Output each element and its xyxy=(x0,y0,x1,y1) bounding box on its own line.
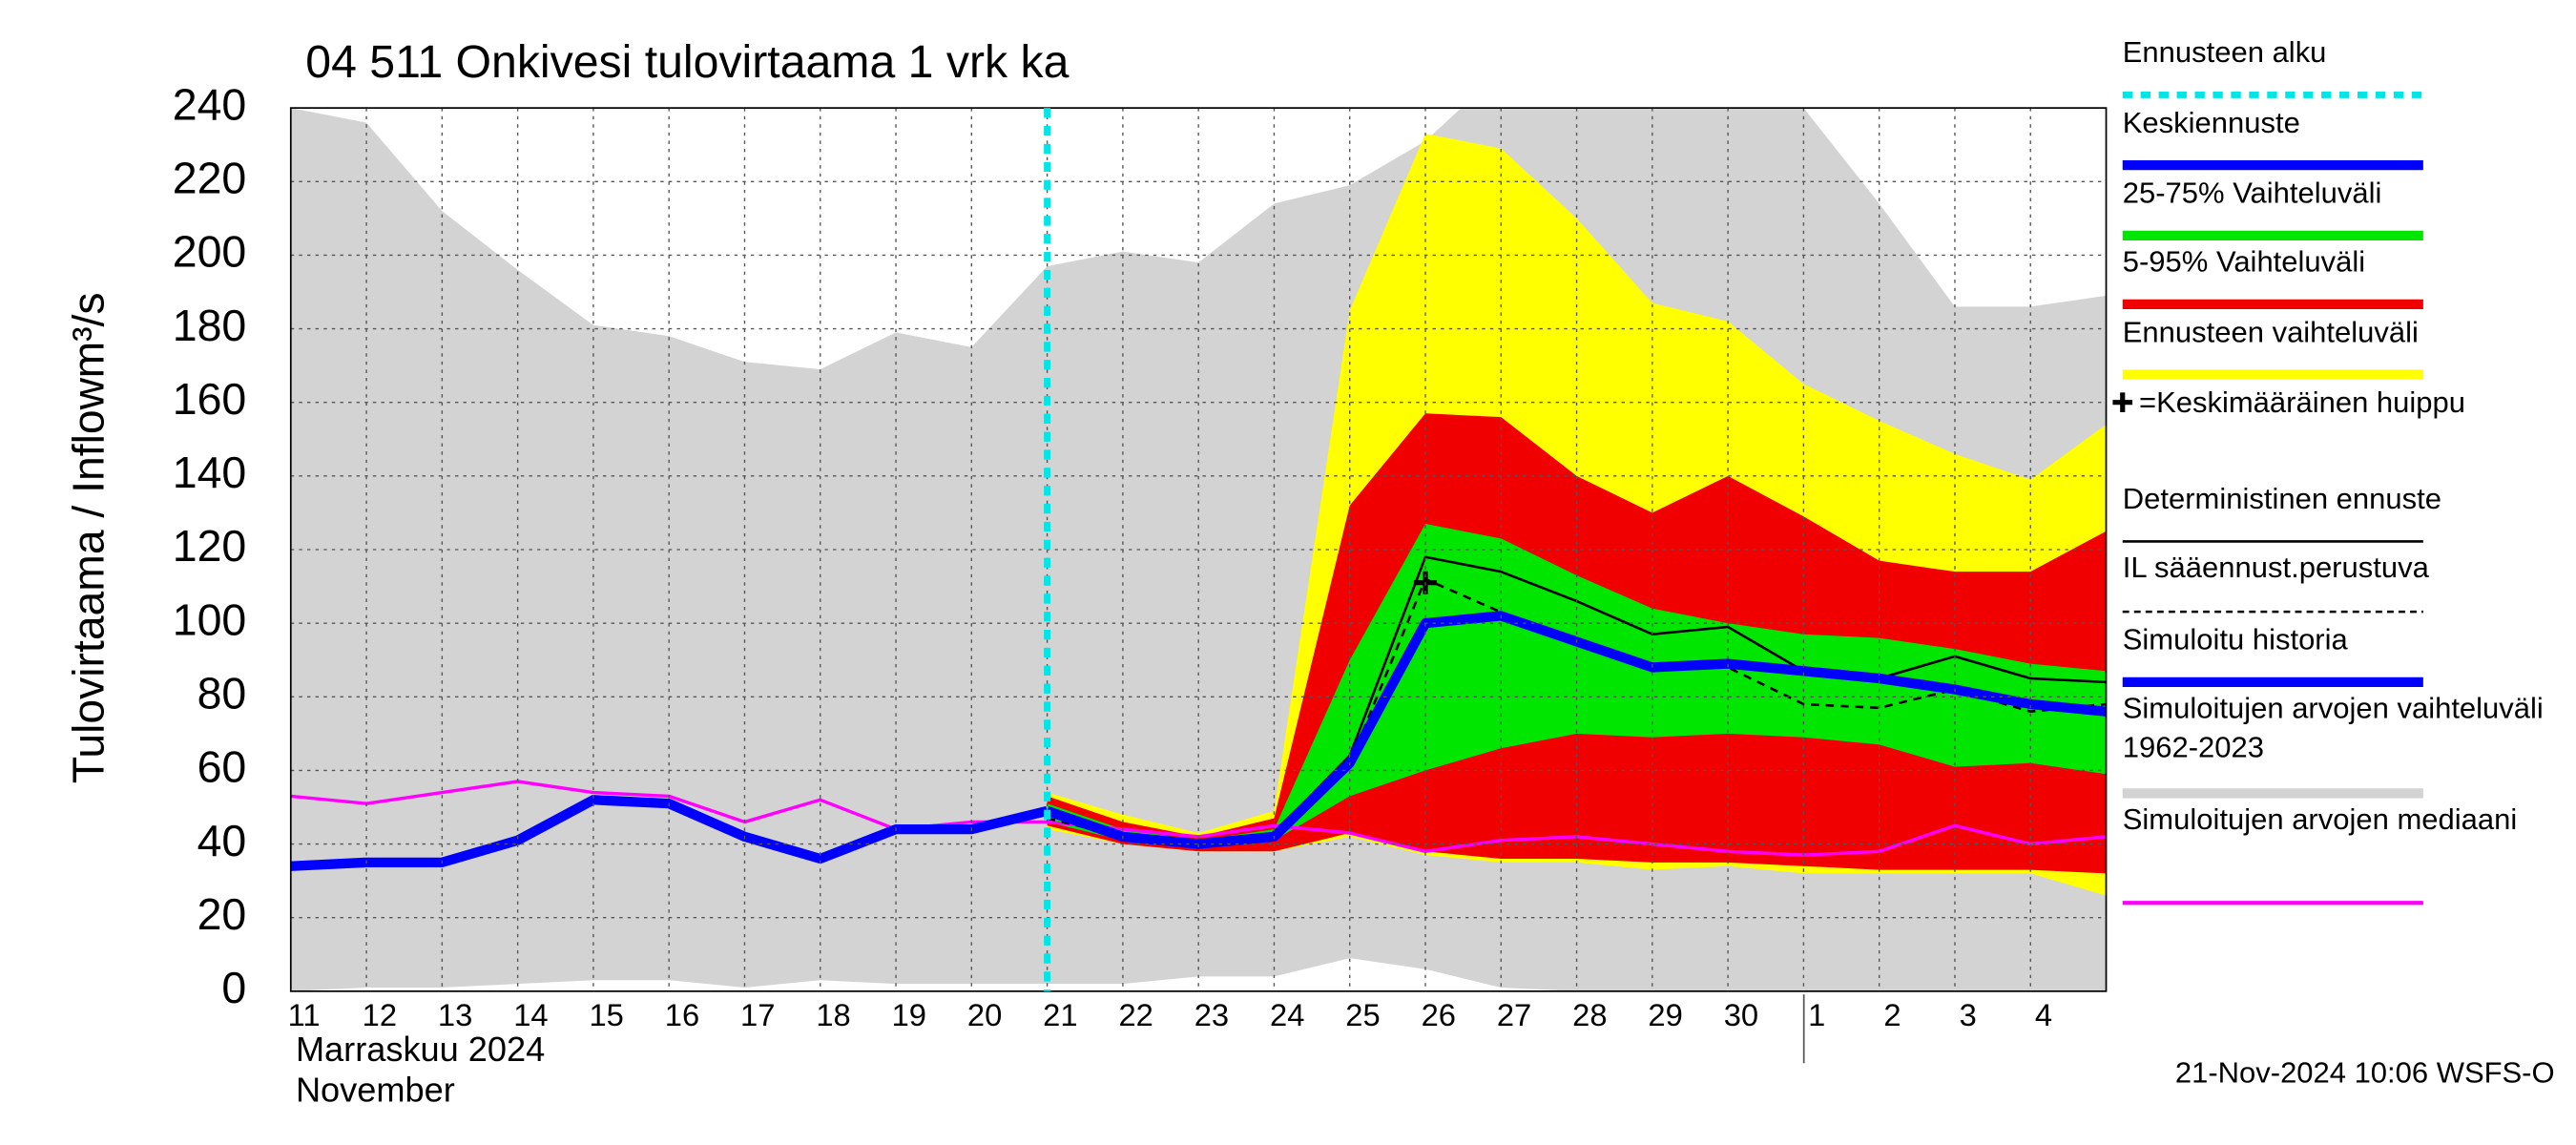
chart-title: 04 511 Onkivesi tulovirtaama 1 vrk ka xyxy=(305,36,1069,88)
y-tick-label: 80 xyxy=(197,669,247,718)
legend-entry: Deterministinen ennuste xyxy=(2122,482,2441,515)
legend-entry: =Keskimääräinen huippu xyxy=(2138,385,2466,419)
x-tick-label: 30 xyxy=(1724,997,1758,1032)
legend-entry: Keskiennuste xyxy=(2122,106,2300,139)
timestamp: 21-Nov-2024 10:06 WSFS-O xyxy=(2175,1056,2555,1090)
x-tick-label: 21 xyxy=(1043,997,1077,1032)
y-tick-label: 40 xyxy=(197,816,247,865)
legend-label: Keskiennuste xyxy=(2122,106,2300,139)
y-tick-label: 20 xyxy=(197,889,247,939)
legend-label: Ennusteen vaihteluväli xyxy=(2122,315,2419,349)
x-tick-label: 15 xyxy=(589,997,623,1032)
legend: Ennusteen alku Keskiennuste 25-75% Vaihtel… xyxy=(2112,35,2544,906)
x-tick-label: 18 xyxy=(816,997,850,1032)
x-tick-label: 11 xyxy=(288,997,321,1032)
x-tick-label: 13 xyxy=(438,997,472,1032)
x-tick-label: 14 xyxy=(513,997,548,1032)
y-tick-label: 220 xyxy=(173,154,247,203)
x-tick-label: 22 xyxy=(1118,997,1153,1032)
plot-frame xyxy=(289,107,2108,992)
x-axis-label-en: November xyxy=(296,1071,455,1110)
x-tick-label: 28 xyxy=(1572,997,1607,1032)
legend-label: Simuloitujen arvojen vaihteluväli 1962-2… xyxy=(2122,692,2544,764)
legend-label: IL sääennust.perustuva xyxy=(2122,551,2429,584)
x-tick-label: 12 xyxy=(363,997,397,1032)
y-axis-unit: m³/s xyxy=(64,292,114,378)
range-band xyxy=(1047,524,2107,848)
x-tick-label: 23 xyxy=(1195,997,1229,1032)
y-tick-label: 200 xyxy=(173,227,247,277)
x-tick-label: 3 xyxy=(1960,997,1977,1032)
x-tick-label: 4 xyxy=(2035,997,2052,1032)
x-tick-label: 16 xyxy=(665,997,699,1032)
y-tick-label: 240 xyxy=(173,79,247,129)
x-tick-label: 2 xyxy=(1883,997,1901,1032)
legend-label: 25-75% Vaihteluväli xyxy=(2122,177,2382,210)
legend-entry: IL sääennust.perustuva xyxy=(2122,551,2429,584)
x-tick-label: 19 xyxy=(892,997,926,1032)
y-tick-label: 100 xyxy=(173,594,247,644)
x-tick-label: 26 xyxy=(1422,997,1456,1032)
legend-entry: 5-95% Vaihteluväli xyxy=(2122,245,2366,279)
x-tick-label: 24 xyxy=(1270,997,1304,1032)
legend-entry: Simuloitujen arvojen mediaani xyxy=(2122,802,2518,836)
y-tick-label: 0 xyxy=(221,963,246,1012)
legend-entry: Simuloitu historia xyxy=(2122,623,2348,656)
y-axis-label: Tulovirtaama / Inflow xyxy=(64,377,114,783)
legend-label: Simuloitu historia xyxy=(2122,623,2348,656)
legend-entry: Ennusteen alku xyxy=(2122,35,2327,69)
legend-label: 5-95% Vaihteluväli xyxy=(2122,245,2366,279)
x-axis-label: Marraskuu 2024 xyxy=(296,1030,545,1069)
y-tick-label: 140 xyxy=(173,448,247,497)
legend-label: =Keskimääräinen huippu xyxy=(2138,385,2466,419)
legend-entry: Ennusteen vaihteluväli xyxy=(2122,315,2419,349)
y-tick-label: 160 xyxy=(173,374,247,424)
legend-entry: 25-75% Vaihteluväli xyxy=(2122,177,2382,210)
x-tick-label: 20 xyxy=(967,997,1002,1032)
x-tick-label: 29 xyxy=(1648,997,1682,1032)
x-tick-label: 1 xyxy=(1808,997,1825,1032)
y-tick-label: 120 xyxy=(173,521,247,571)
x-tick-label: 27 xyxy=(1497,997,1531,1032)
legend-label: Simuloitujen arvojen mediaani xyxy=(2122,802,2518,836)
x-tick-label: 17 xyxy=(740,997,775,1032)
legend-label: Ennusteen alku xyxy=(2122,35,2327,69)
y-tick-label: 180 xyxy=(173,301,247,350)
legend-label: Deterministinen ennuste xyxy=(2122,482,2441,515)
y-tick-label: 60 xyxy=(197,742,247,792)
x-tick-label: 25 xyxy=(1345,997,1380,1032)
legend-entry: Simuloitujen arvojen vaihteluväli 1962-2… xyxy=(2122,692,2544,764)
legend-swatch xyxy=(2112,392,2133,412)
